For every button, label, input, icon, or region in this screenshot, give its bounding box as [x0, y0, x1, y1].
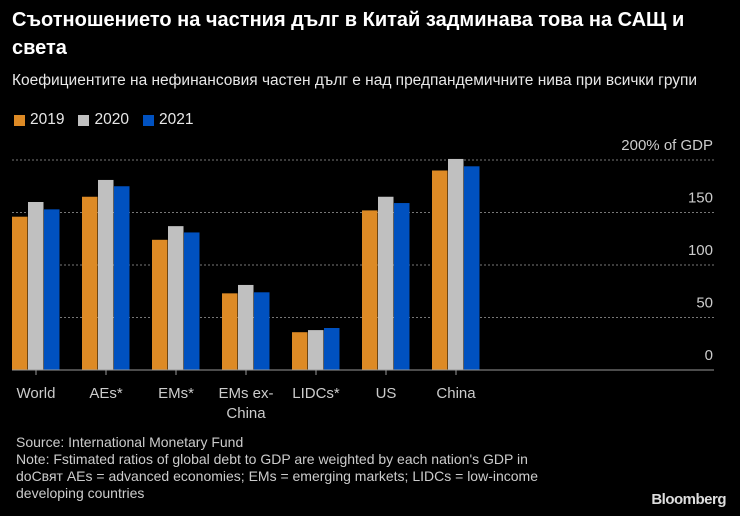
legend-swatch — [14, 114, 25, 126]
bar-2019 — [82, 196, 98, 370]
legend-item-2019: 2019 — [14, 111, 64, 129]
bar-2020 — [28, 202, 44, 370]
note-text: doСвят AEs = advanced economies; EMs = e… — [16, 468, 538, 484]
legend-swatch — [78, 114, 90, 126]
note-text: developing countries — [16, 485, 145, 501]
legend-label: 2021 — [158, 111, 194, 128]
footer: Source: International Monetary Fund Note… — [16, 434, 616, 502]
bar-2019 — [12, 216, 28, 370]
y-tick-label: 50 — [696, 295, 713, 312]
bar-2021 — [184, 232, 200, 370]
y-tick-label: 200% of GDP — [621, 137, 713, 154]
legend-item-2021: 2021 — [142, 111, 194, 129]
bar-2021 — [464, 166, 480, 370]
y-tick-label: 100 — [688, 242, 713, 259]
y-tick-label: 150 — [688, 190, 713, 207]
bar-2021 — [324, 328, 340, 370]
x-tick-label: World — [17, 385, 56, 402]
x-tick-label: EMs ex-China — [218, 385, 273, 422]
legend-item-2020: 2020 — [78, 111, 129, 129]
legend: 2019 2020 2021 — [14, 111, 193, 129]
y-tick-label: 0 — [705, 347, 713, 364]
bar-2021 — [44, 209, 60, 370]
x-tick-label: LIDCs* — [292, 385, 340, 402]
bar-2019 — [152, 239, 168, 370]
x-tick-label: EMs* — [158, 385, 194, 402]
bar-2019 — [432, 170, 448, 370]
note-text: Note: Fstimated ratios of global debt to… — [16, 451, 528, 467]
chart-subtitle: Коефициентите на нефинансовия частен дъл… — [12, 72, 698, 89]
bar-2020 — [308, 330, 324, 370]
bar-2021 — [254, 292, 270, 370]
bar-2021 — [394, 203, 410, 370]
bar-chart: 0 50 100 150 200% of GDP World AEs* EMs* EMs ex-… — [12, 137, 714, 422]
bar-2020 — [168, 226, 184, 370]
x-tick-label: AEs* — [89, 385, 123, 402]
chart-title: Съотношението на частния дълг в Китай за… — [12, 9, 685, 59]
bar-2020 — [238, 284, 254, 370]
bar-2019 — [222, 293, 238, 370]
bar-2020 — [98, 179, 114, 370]
legend-label: 2020 — [94, 111, 129, 128]
legend-label: 2019 — [30, 111, 65, 128]
bar-2020 — [378, 196, 394, 370]
legend-swatch — [142, 114, 154, 126]
bar-2019 — [292, 332, 308, 370]
bar-2021 — [114, 186, 130, 370]
bar-2020 — [448, 158, 464, 370]
bloomberg-logo: Bloomberg — [651, 491, 726, 508]
x-tick-label: China — [436, 385, 476, 402]
x-tick-label: US — [376, 385, 397, 402]
bar-2019 — [362, 210, 378, 370]
source-text: Source: International Monetary Fund — [16, 434, 244, 450]
